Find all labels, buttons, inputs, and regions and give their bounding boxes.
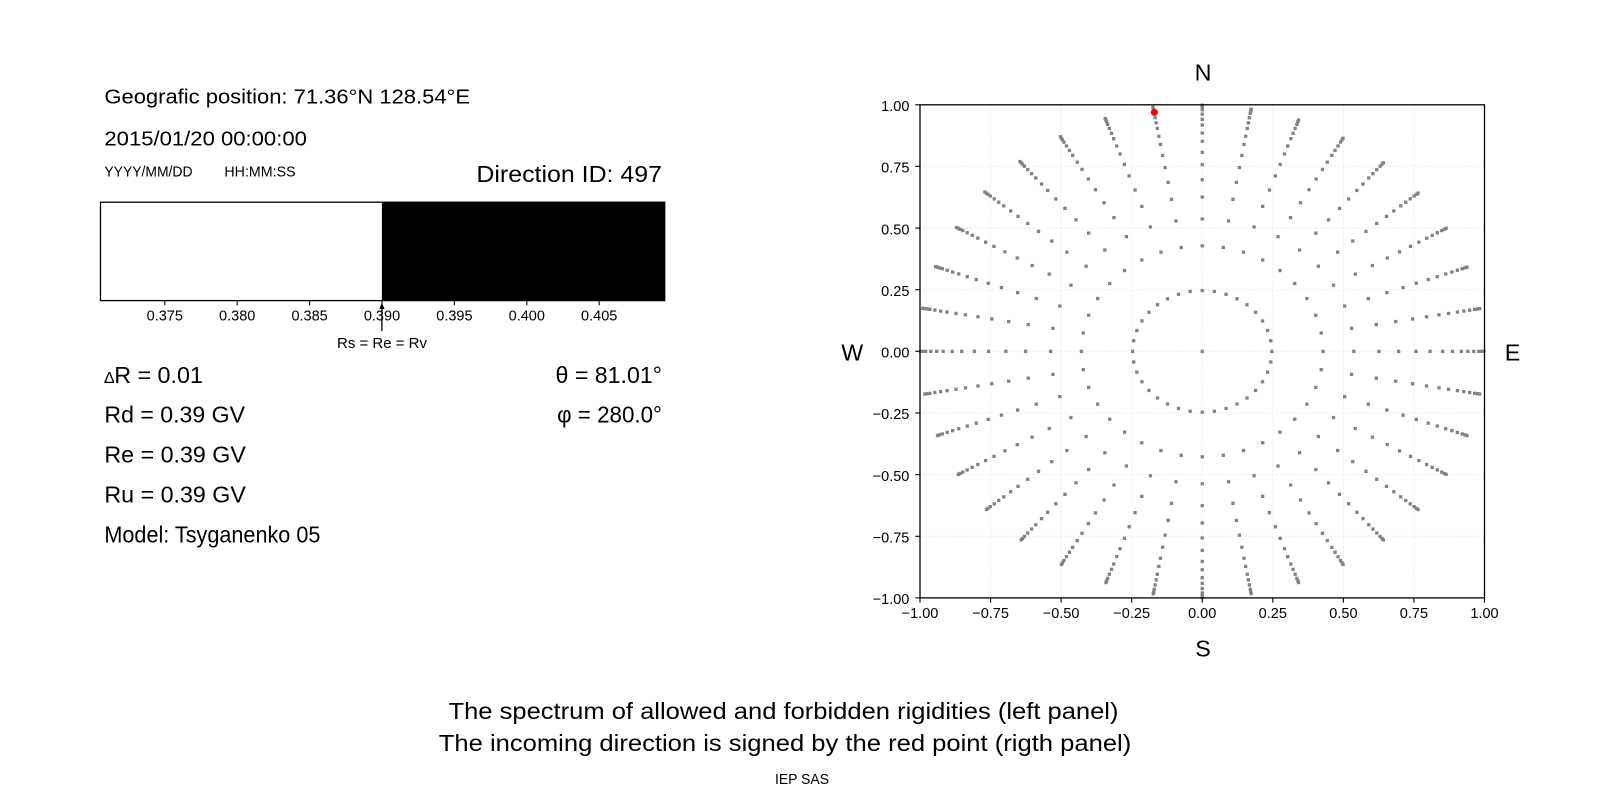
svg-text:Model: Tsyganenko 05: Model: Tsyganenko 05 [104,522,320,548]
svg-text:0.380: 0.380 [219,308,255,324]
svg-text:Ru = 0.39 GV: Ru = 0.39 GV [104,482,246,508]
svg-text:−1.00: −1.00 [902,606,939,622]
svg-text:0.50: 0.50 [881,222,909,238]
svg-text:−0.75: −0.75 [972,606,1009,622]
svg-text:0.25: 0.25 [881,284,909,300]
svg-text:0.405: 0.405 [581,308,617,324]
svg-text:−0.75: −0.75 [873,531,910,547]
svg-text:−0.25: −0.25 [1113,606,1150,622]
svg-text:Re = 0.39 GV: Re = 0.39 GV [104,442,246,468]
svg-text:HH:MM:SS: HH:MM:SS [224,165,295,181]
svg-text:−0.50: −0.50 [873,469,910,485]
svg-text:0.400: 0.400 [509,308,545,324]
svg-text:1.00: 1.00 [1470,606,1498,622]
svg-text:YYYY/MM/DD: YYYY/MM/DD [104,165,192,181]
svg-text:S: S [1195,636,1211,662]
svg-text:Rs = Re = Rv: Rs = Re = Rv [337,336,428,352]
svg-text:0.75: 0.75 [881,161,909,177]
svg-text:N: N [1195,59,1212,85]
svg-text:0.375: 0.375 [147,308,183,324]
svg-text:The spectrum of allowed and fo: The spectrum of allowed and forbidden ri… [449,698,1119,724]
svg-text:−0.50: −0.50 [1043,606,1080,622]
svg-text:W: W [841,339,863,365]
svg-text:0.385: 0.385 [291,308,327,324]
svg-text:0.00: 0.00 [1188,606,1216,622]
svg-text:θ = 81.01°: θ = 81.01° [556,362,663,388]
svg-text:Rd = 0.39 GV: Rd = 0.39 GV [104,402,245,428]
svg-text:2015/01/20 00:00:00: 2015/01/20 00:00:00 [104,129,307,151]
svg-text:0.50: 0.50 [1329,606,1357,622]
svg-text:Direction ID: 497: Direction ID: 497 [476,161,662,187]
svg-text:−1.00: −1.00 [873,592,910,608]
svg-text:φ = 280.0°: φ = 280.0° [557,402,662,428]
svg-text:Geografic position: 71.36°N 12: Geografic position: 71.36°N 128.54°E [104,86,470,108]
svg-text:1.00: 1.00 [881,99,909,115]
svg-text:0.395: 0.395 [436,308,472,324]
svg-text:The incoming direction is sign: The incoming direction is signed by the … [439,730,1132,756]
svg-text:E: E [1505,339,1521,365]
svg-text:0.75: 0.75 [1400,606,1428,622]
svg-text:∆R = 0.01: ∆R = 0.01 [104,362,203,388]
svg-text:−0.25: −0.25 [873,407,910,423]
svg-text:0.00: 0.00 [881,346,909,362]
svg-text:IEP SAS: IEP SAS [775,772,829,788]
svg-text:0.25: 0.25 [1259,606,1287,622]
